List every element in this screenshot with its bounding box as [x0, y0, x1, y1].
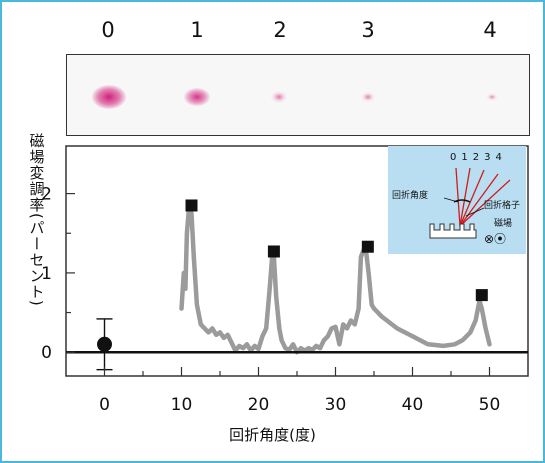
order-label-2: 2: [273, 18, 287, 42]
diffraction-diagram-inset: 01234 回折角度 回折格子 磁場 ⊗⦿: [388, 146, 526, 254]
x-axis-label: 回折角度(度): [229, 426, 316, 444]
peak-marker: [267, 245, 280, 258]
order-label-0: 0: [101, 18, 115, 42]
inset-field-label: 磁場: [494, 219, 513, 229]
marker-layer: [96, 199, 488, 371]
x-tick-label: 0: [99, 395, 110, 415]
grating-shape: [429, 223, 477, 239]
diffraction-spot-4: [486, 92, 498, 102]
y-tick-label: 2: [41, 185, 52, 205]
grating-leader: [465, 207, 485, 217]
y-tick-label: 0: [41, 343, 52, 363]
peak-marker: [475, 289, 488, 302]
inset-order-1: 1: [461, 152, 473, 163]
x-tick-label: 40: [402, 395, 424, 415]
x-tick-label: 20: [248, 395, 270, 415]
ray-order-4: [459, 179, 511, 227]
order-label-1: 1: [190, 18, 204, 42]
diffraction-diagram: [429, 167, 511, 239]
ray-order-2: [459, 169, 485, 227]
x-tick-label: 10: [171, 395, 193, 415]
peak-marker: [185, 199, 198, 212]
inset-order-labels: 01234: [450, 152, 507, 163]
magnetic-field-symbols: ⊗⦿: [484, 232, 507, 246]
inset-order-3: 3: [484, 152, 496, 163]
diffraction-rays: [455, 167, 511, 227]
order-label-3: 3: [361, 18, 375, 42]
diffraction-spot-1: [184, 87, 210, 107]
x-tick-label: 30: [325, 395, 347, 415]
peak-marker: [361, 240, 374, 253]
diffraction-spot-3: [361, 92, 375, 102]
ray-order-0: [455, 167, 461, 227]
diffraction-spot-2: [271, 91, 287, 103]
ray-order-3: [459, 173, 499, 227]
inset-order-0: 0: [450, 152, 462, 163]
axis-layer: 0 10 20 30 40 50 0 1 2: [41, 185, 528, 415]
diffraction-spot-strip: [66, 54, 530, 136]
inset-order-2: 2: [472, 152, 485, 163]
y-axis-label: 磁場変調率(パーセント): [27, 133, 46, 307]
modulation-curve: [179, 203, 492, 355]
inset-order-4: 4: [495, 152, 507, 163]
ray-order-1: [459, 167, 471, 227]
order-label-4: 4: [483, 18, 497, 42]
y-tick-label: 1: [41, 264, 52, 284]
inset-grating-label: 回折格子: [484, 201, 521, 211]
curve-layer: [179, 203, 492, 355]
x-tick-label: 50: [479, 395, 501, 415]
inset-angle-label: 回折角度: [392, 191, 429, 201]
diffraction-spot-0: [92, 85, 126, 109]
zero-order-point: [97, 336, 112, 352]
angle-leader: [443, 197, 459, 203]
